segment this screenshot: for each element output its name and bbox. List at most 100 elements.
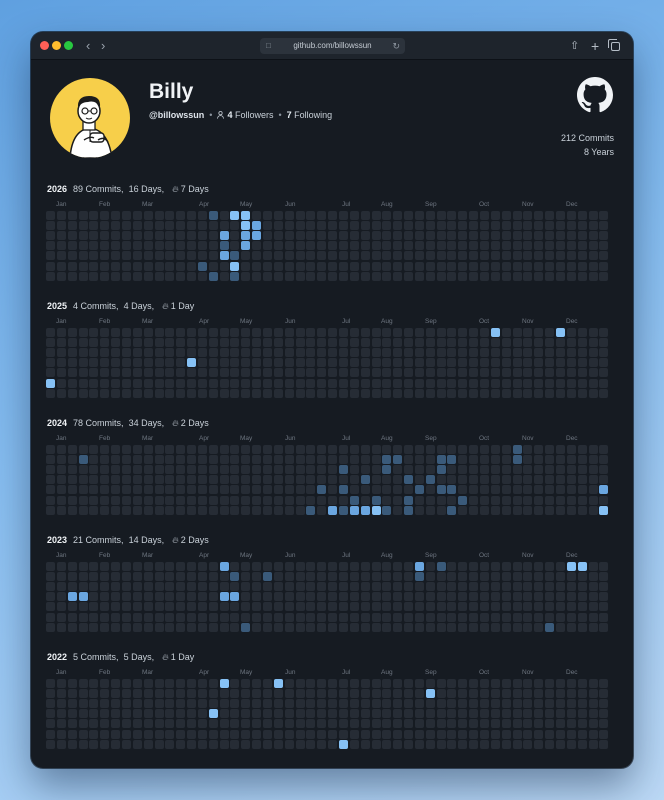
contribution-cell[interactable] <box>599 211 609 220</box>
contribution-cell[interactable] <box>121 475 131 485</box>
contribution-cell[interactable] <box>523 689 533 699</box>
contribution-cell[interactable] <box>121 562 131 571</box>
contribution-cell[interactable] <box>56 709 66 719</box>
contribution-cell[interactable] <box>219 271 229 281</box>
contribution-cell[interactable] <box>328 251 338 261</box>
contribution-cell[interactable] <box>425 495 435 505</box>
contribution-cell[interactable] <box>588 709 598 719</box>
contribution-cell[interactable] <box>284 251 294 261</box>
contribution-cell[interactable] <box>436 328 446 337</box>
contribution-cell[interactable] <box>295 622 305 632</box>
contribution-cell[interactable] <box>523 485 533 495</box>
contribution-cell[interactable] <box>404 602 414 612</box>
contribution-cell[interactable] <box>371 338 381 348</box>
contribution-cell[interactable] <box>219 719 229 729</box>
contribution-cell[interactable] <box>89 505 99 515</box>
contribution-cell[interactable] <box>469 475 479 485</box>
contribution-cell[interactable] <box>545 612 555 622</box>
contribution-cell[interactable] <box>306 348 316 358</box>
contribution-cell[interactable] <box>393 338 403 348</box>
contribution-cell[interactable] <box>349 572 359 582</box>
contribution-cell[interactable] <box>111 582 121 592</box>
contribution-cell[interactable] <box>566 445 576 454</box>
contribution-cell[interactable] <box>67 348 77 358</box>
contribution-cell[interactable] <box>273 592 283 602</box>
contribution-cell[interactable] <box>197 455 207 465</box>
contribution-cell[interactable] <box>469 495 479 505</box>
contribution-cell[interactable] <box>534 689 544 699</box>
tab-overview-icon[interactable] <box>608 38 620 54</box>
contribution-cell[interactable] <box>89 475 99 485</box>
contribution-cell[interactable] <box>480 445 489 454</box>
contribution-cell[interactable] <box>263 271 272 281</box>
contribution-cell[interactable] <box>501 485 511 495</box>
contribution-cell[interactable] <box>89 241 99 251</box>
contribution-cell[interactable] <box>566 729 576 739</box>
contribution-cell[interactable] <box>78 622 88 632</box>
contribution-cell[interactable] <box>371 271 381 281</box>
contribution-cell[interactable] <box>121 251 131 261</box>
contribution-cell[interactable] <box>371 582 381 592</box>
contribution-cell[interactable] <box>588 505 598 515</box>
contribution-cell[interactable] <box>187 455 197 465</box>
contribution-cell[interactable] <box>100 455 110 465</box>
contribution-cell[interactable] <box>371 475 381 485</box>
contribution-cell[interactable] <box>328 348 338 358</box>
contribution-cell[interactable] <box>371 328 381 337</box>
contribution-cell[interactable] <box>252 231 262 241</box>
contribution-cell[interactable] <box>252 368 262 378</box>
contribution-cell[interactable] <box>284 699 294 709</box>
contribution-cell[interactable] <box>154 572 164 582</box>
contribution-cell[interactable] <box>132 719 142 729</box>
contribution-cell[interactable] <box>154 739 164 749</box>
contribution-cell[interactable] <box>154 368 164 378</box>
contribution-cell[interactable] <box>67 475 77 485</box>
contribution-cell[interactable] <box>187 485 197 495</box>
contribution-cell[interactable] <box>176 719 186 729</box>
contribution-cell[interactable] <box>447 602 457 612</box>
contribution-cell[interactable] <box>241 485 251 495</box>
contribution-cell[interactable] <box>512 699 522 709</box>
contribution-cell[interactable] <box>599 445 609 454</box>
contribution-cell[interactable] <box>599 271 609 281</box>
contribution-cell[interactable] <box>480 475 489 485</box>
contribution-cell[interactable] <box>317 231 327 241</box>
contribution-cell[interactable] <box>67 378 77 388</box>
contribution-cell[interactable] <box>208 465 218 475</box>
contribution-cell[interactable] <box>328 719 338 729</box>
contribution-cell[interactable] <box>458 475 468 485</box>
contribution-cell[interactable] <box>230 562 240 571</box>
contribution-cell[interactable] <box>545 455 555 465</box>
contribution-cell[interactable] <box>78 261 88 271</box>
contribution-cell[interactable] <box>555 689 565 699</box>
contribution-cell[interactable] <box>295 729 305 739</box>
contribution-cell[interactable] <box>317 719 327 729</box>
contribution-cell[interactable] <box>295 739 305 749</box>
contribution-cell[interactable] <box>328 328 338 337</box>
contribution-cell[interactable] <box>121 455 131 465</box>
contribution-cell[interactable] <box>490 221 500 231</box>
contribution-cell[interactable] <box>295 221 305 231</box>
contribution-cell[interactable] <box>317 689 327 699</box>
contribution-cell[interactable] <box>328 465 338 475</box>
contribution-cell[interactable] <box>404 485 414 495</box>
contribution-cell[interactable] <box>219 729 229 739</box>
contribution-cell[interactable] <box>458 699 468 709</box>
contribution-cell[interactable] <box>306 612 316 622</box>
contribution-cell[interactable] <box>132 602 142 612</box>
contribution-cell[interactable] <box>371 739 381 749</box>
contribution-cell[interactable] <box>447 562 457 571</box>
contribution-cell[interactable] <box>208 328 218 337</box>
contribution-cell[interactable] <box>187 679 197 688</box>
contribution-cell[interactable] <box>599 679 609 688</box>
contribution-cell[interactable] <box>89 338 99 348</box>
contribution-cell[interactable] <box>447 485 457 495</box>
contribution-cell[interactable] <box>599 475 609 485</box>
contribution-cell[interactable] <box>295 328 305 337</box>
contribution-cell[interactable] <box>197 465 207 475</box>
contribution-cell[interactable] <box>338 729 348 739</box>
contribution-cell[interactable] <box>121 592 131 602</box>
contribution-cell[interactable] <box>208 679 218 688</box>
contribution-cell[interactable] <box>284 572 294 582</box>
contribution-cell[interactable] <box>393 465 403 475</box>
